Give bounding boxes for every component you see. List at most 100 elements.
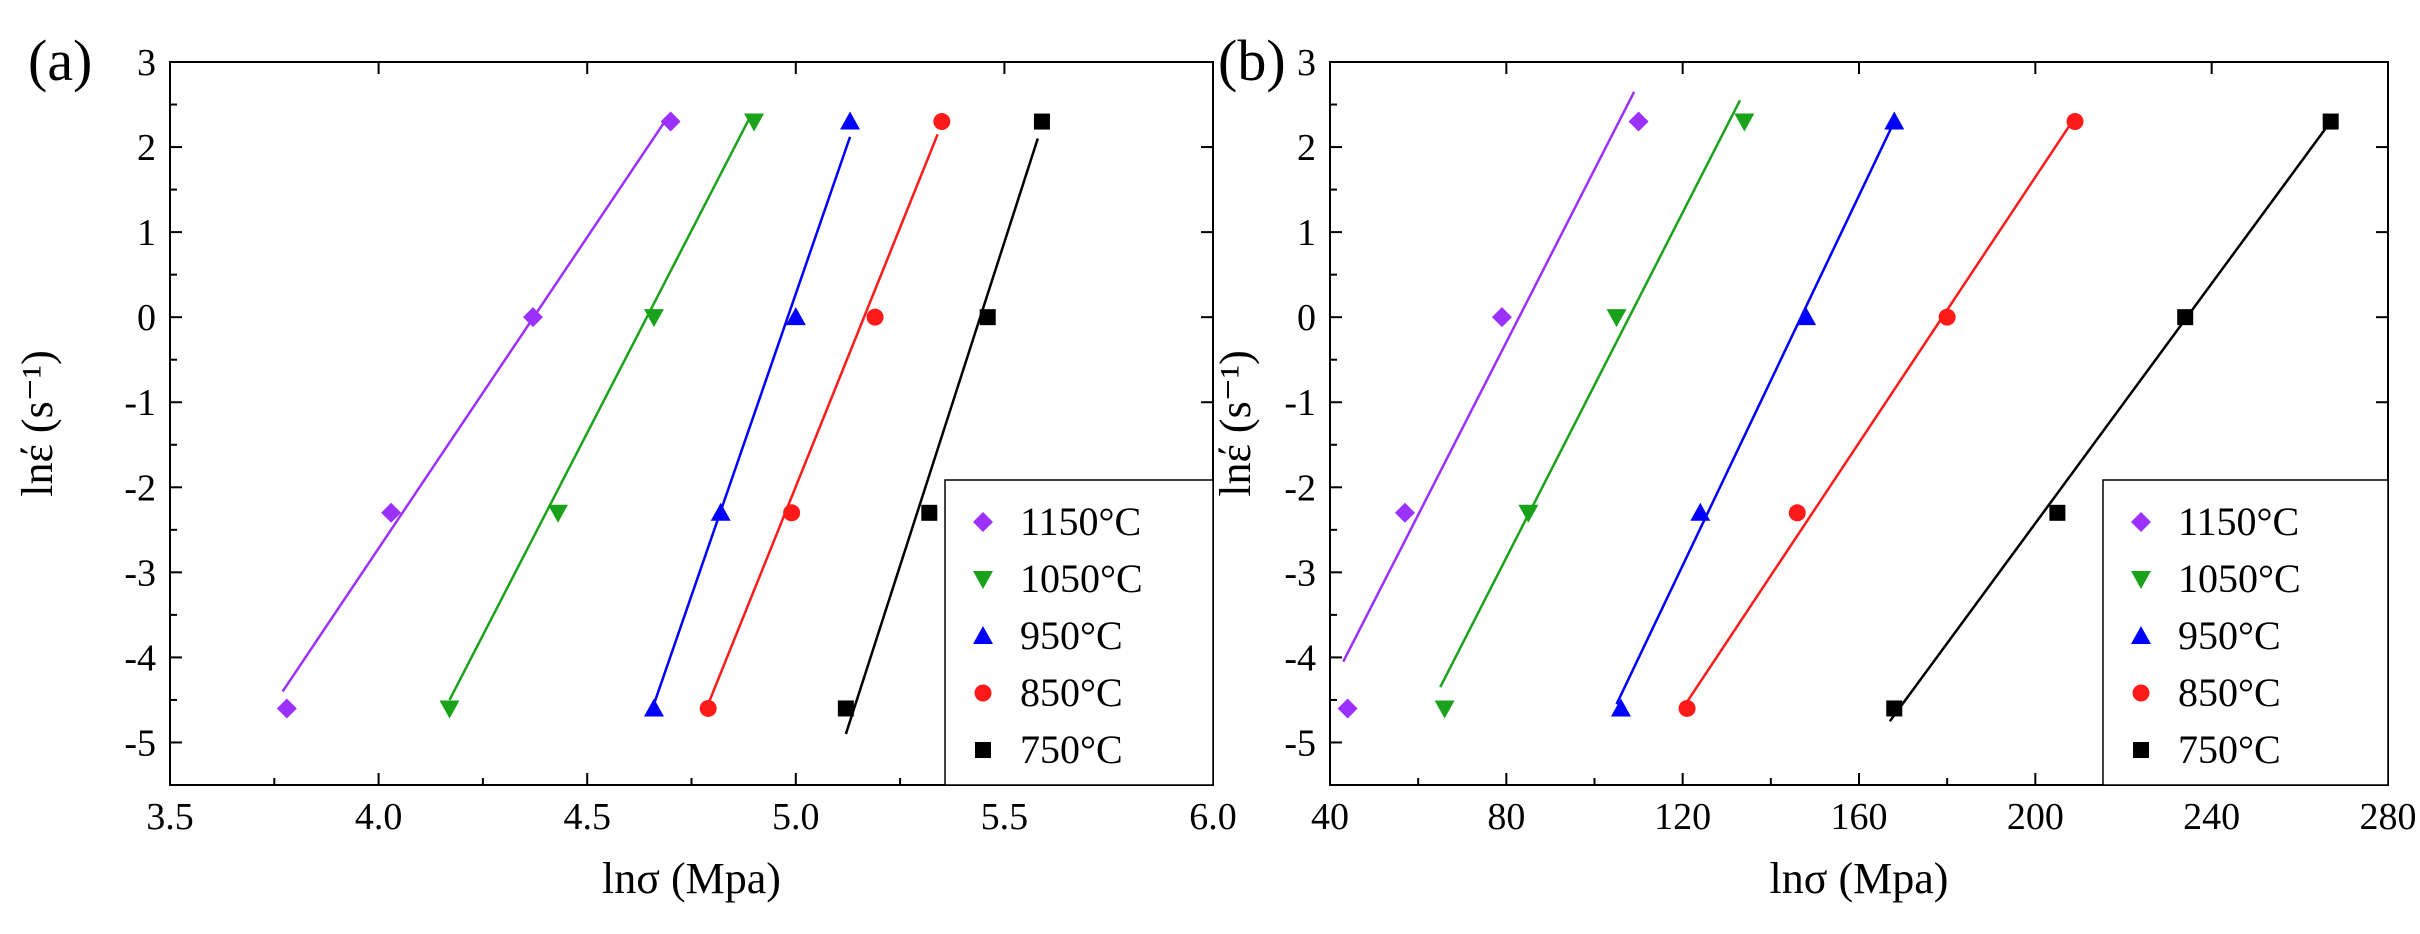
- y-tick-label: 2: [137, 127, 156, 169]
- fit-line-950c: [652, 136, 852, 705]
- legend-marker: [2131, 571, 2151, 589]
- legend-marker: [973, 571, 993, 589]
- data-point-750c: [2322, 113, 2339, 130]
- data-point-850c: [1938, 308, 1956, 326]
- legend-marker: [2132, 684, 2150, 702]
- y-tick-label: -2: [1284, 467, 1316, 509]
- legend-label: 1150°C: [1020, 499, 1141, 544]
- y-tick-label: 2: [1297, 127, 1316, 169]
- y-tick-label: 0: [1297, 297, 1316, 339]
- y-tick-label: 3: [137, 42, 156, 84]
- y-tick-label: -4: [124, 637, 156, 679]
- x-tick-label: 5.5: [981, 796, 1029, 838]
- legend-label: 1050°C: [1020, 556, 1143, 601]
- x-tick-label: 4.0: [355, 796, 403, 838]
- fit-line-1150c: [281, 118, 668, 693]
- data-point-1050c: [643, 309, 664, 328]
- legend-marker: [2131, 512, 2151, 532]
- fit-line-850c: [707, 133, 939, 705]
- x-tick-label: 5.0: [772, 796, 820, 838]
- x-tick-label: 80: [1487, 796, 1525, 838]
- y-tick-label: -1: [1284, 382, 1316, 424]
- x-tick-label: 280: [2360, 796, 2417, 838]
- data-point-850c: [2066, 113, 2084, 131]
- fit-line-1050c: [448, 116, 752, 701]
- data-point-750c: [921, 504, 938, 521]
- data-point-750c: [2177, 309, 2194, 326]
- data-point-950c: [1690, 502, 1711, 521]
- y-tick-label: 1: [1297, 212, 1316, 254]
- x-axis-title: lnσ (Mpa): [602, 854, 781, 903]
- x-tick-label: 120: [1654, 796, 1711, 838]
- data-point-750c: [1033, 113, 1050, 130]
- x-tick-label: 40: [1311, 796, 1349, 838]
- x-tick-label: 240: [2183, 796, 2240, 838]
- data-point-850c: [866, 308, 884, 326]
- panel-label: (a): [28, 28, 92, 93]
- data-point-1050c: [439, 700, 460, 719]
- data-point-1150c: [660, 111, 681, 132]
- y-tick-label: -4: [1284, 637, 1316, 679]
- data-point-750c: [837, 700, 854, 717]
- x-tick-label: 3.5: [146, 796, 194, 838]
- y-axis-title: lnέ (s⁻¹): [1211, 350, 1260, 497]
- data-point-750c: [1886, 700, 1903, 717]
- data-point-950c: [1610, 698, 1631, 717]
- legend-label: 850°C: [1020, 670, 1123, 715]
- legend-label: 1050°C: [2178, 556, 2301, 601]
- legend-box: [944, 479, 1214, 786]
- data-point-950c: [785, 307, 806, 326]
- legend-label: 850°C: [2178, 670, 2281, 715]
- data-point-950c: [1884, 111, 1905, 130]
- y-tick-label: -5: [124, 722, 156, 764]
- data-point-750c: [2049, 504, 2066, 521]
- legend-marker: [2131, 626, 2151, 644]
- data-point-1150c: [381, 502, 402, 523]
- y-axis-title: lnέ (s⁻¹): [13, 350, 62, 497]
- panel-b: (b) 40 80 120 160 200 240 280 -5 -4 -3 -2 -1 0 1 2 3 lnσ …: [1211, 28, 2417, 903]
- legend-box: [2102, 479, 2389, 786]
- data-point-1150c: [276, 698, 297, 719]
- data-point-1050c: [744, 113, 765, 132]
- data-point-850c: [1678, 699, 1696, 717]
- fit-line-950c: [1615, 121, 1896, 705]
- y-tick-label: 0: [137, 297, 156, 339]
- x-tick-label: 160: [1831, 796, 1888, 838]
- legend: 1150°C 1050°C 950°C 850°C 750°C: [2102, 479, 2389, 786]
- data-point-850c: [783, 504, 801, 522]
- data-point-1150c: [1394, 502, 1415, 523]
- legend-marker: [975, 742, 991, 758]
- panel-a: (a) 3.5 4.0 4.5 5.0 5.5 6.0 -5 -4 -3 -2 -1 0 1 2 3 lnσ (…: [13, 28, 1237, 903]
- legend-marker: [974, 684, 992, 702]
- data-point-850c: [933, 113, 951, 131]
- data-point-1050c: [1606, 309, 1627, 328]
- data-point-1050c: [1734, 113, 1755, 132]
- data-point-850c: [699, 699, 717, 717]
- legend-label: 950°C: [2178, 613, 2281, 658]
- legend-label: 750°C: [2178, 727, 2281, 772]
- panel-label: (b): [1218, 28, 1286, 93]
- data-point-1150c: [1491, 307, 1512, 328]
- fit-line-750c: [1888, 120, 2332, 722]
- y-tick-label: 3: [1297, 42, 1316, 84]
- data-point-950c: [1796, 307, 1817, 326]
- fit-line-1050c: [1439, 99, 1742, 688]
- x-tick-label: 200: [2007, 796, 2064, 838]
- data-point-950c: [643, 698, 664, 717]
- y-tick-label: -1: [124, 382, 156, 424]
- x-tick-label: 6.0: [1189, 796, 1237, 838]
- legend: 1150°C 1050°C 950°C 850°C 750°C: [944, 479, 1214, 786]
- legend-marker: [973, 626, 993, 644]
- y-tick-label: -3: [124, 552, 156, 594]
- legend-label: 1150°C: [2178, 499, 2299, 544]
- x-axis-title: lnσ (Mpa): [1770, 854, 1949, 903]
- y-tick-label: 1: [137, 212, 156, 254]
- y-tick-label: -5: [1284, 722, 1316, 764]
- data-point-950c: [840, 111, 861, 130]
- data-point-1150c: [522, 307, 543, 328]
- legend-label: 750°C: [1020, 727, 1123, 772]
- y-tick-label: -2: [124, 467, 156, 509]
- data-point-1150c: [1628, 111, 1649, 132]
- x-tick-label: 4.5: [563, 796, 611, 838]
